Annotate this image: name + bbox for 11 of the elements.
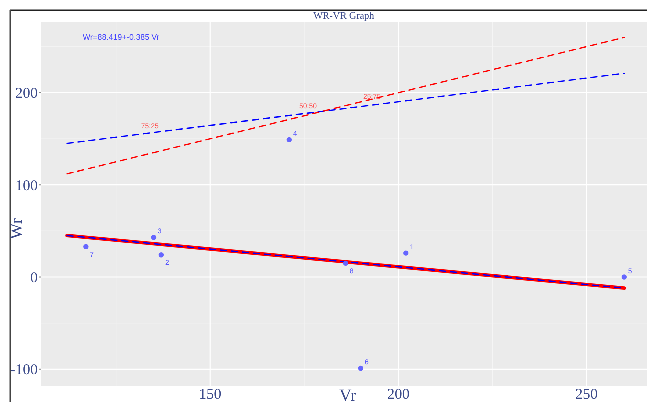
y-tick-label: 0: [30, 270, 38, 287]
y-axis-title: Wr: [7, 218, 26, 240]
annotation: Wr=88.419+-0.385 Vr: [83, 33, 160, 42]
chart-title: WR-VR Graph: [314, 11, 374, 22]
x-tick-label: 150: [199, 387, 222, 402]
x-tick-label: 200: [387, 387, 410, 402]
y-tick-label: 100: [16, 178, 38, 194]
y-tick-label: -100: [10, 362, 38, 379]
y-tick-label: 200: [16, 86, 38, 102]
x-axis-title: Vr: [340, 386, 357, 402]
x-tick-label: 250: [576, 387, 598, 402]
